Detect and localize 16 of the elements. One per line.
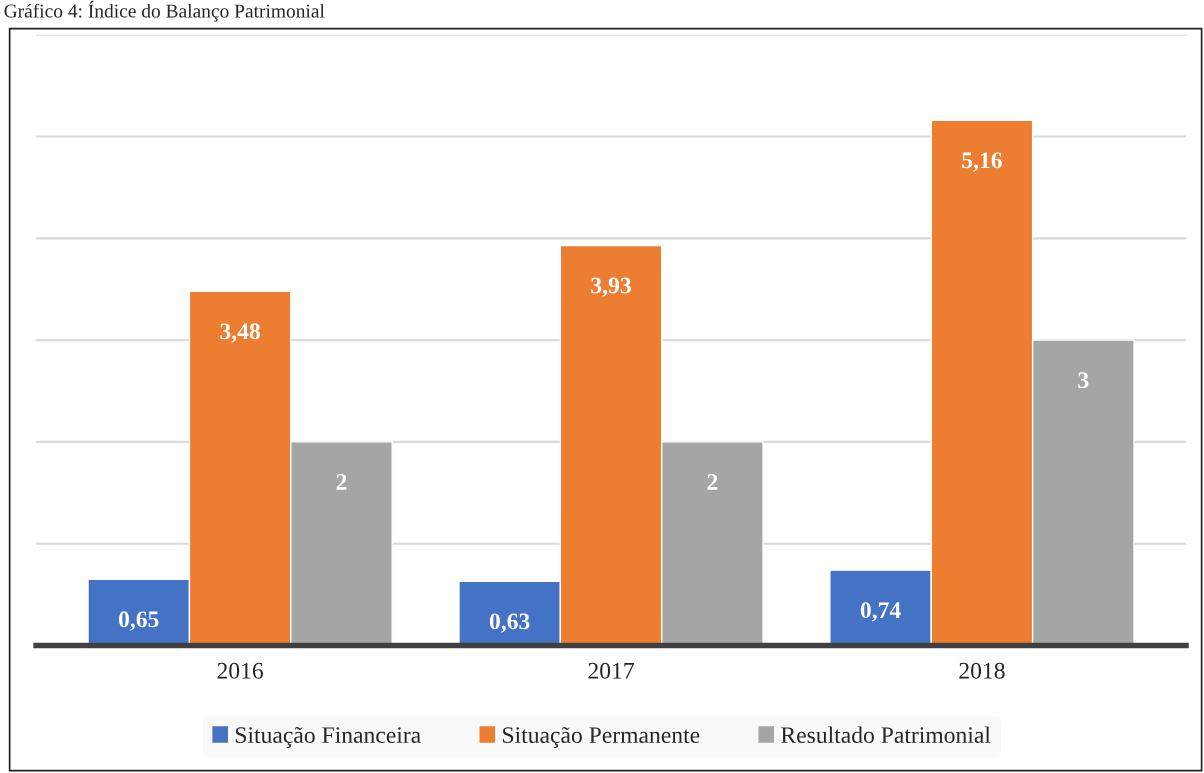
data-label: 0,74 — [860, 602, 901, 622]
legend-label: Situação Permanente — [503, 726, 700, 748]
data-label: 3,48 — [220, 323, 260, 343]
legend-label: Resultado Patrimonial — [781, 726, 991, 744]
chart-title: Gráfico 4: Índice do Balanço Patrimonial — [4, 0, 325, 22]
data-label: 2 — [336, 474, 347, 490]
x-tick-label: 2016 — [217, 662, 264, 679]
data-label: 3 — [1078, 372, 1089, 389]
data-label: 3,93 — [591, 277, 631, 297]
data-label: 2 — [707, 474, 718, 490]
data-label: 5,16 — [962, 152, 1002, 172]
legend-label: Situação Financeira — [235, 726, 421, 748]
data-label: 0,65 — [118, 611, 159, 631]
x-tick-label: 2017 — [588, 662, 634, 679]
data-label: 0,63 — [489, 613, 530, 633]
x-tick-label: 2018 — [959, 662, 1005, 679]
